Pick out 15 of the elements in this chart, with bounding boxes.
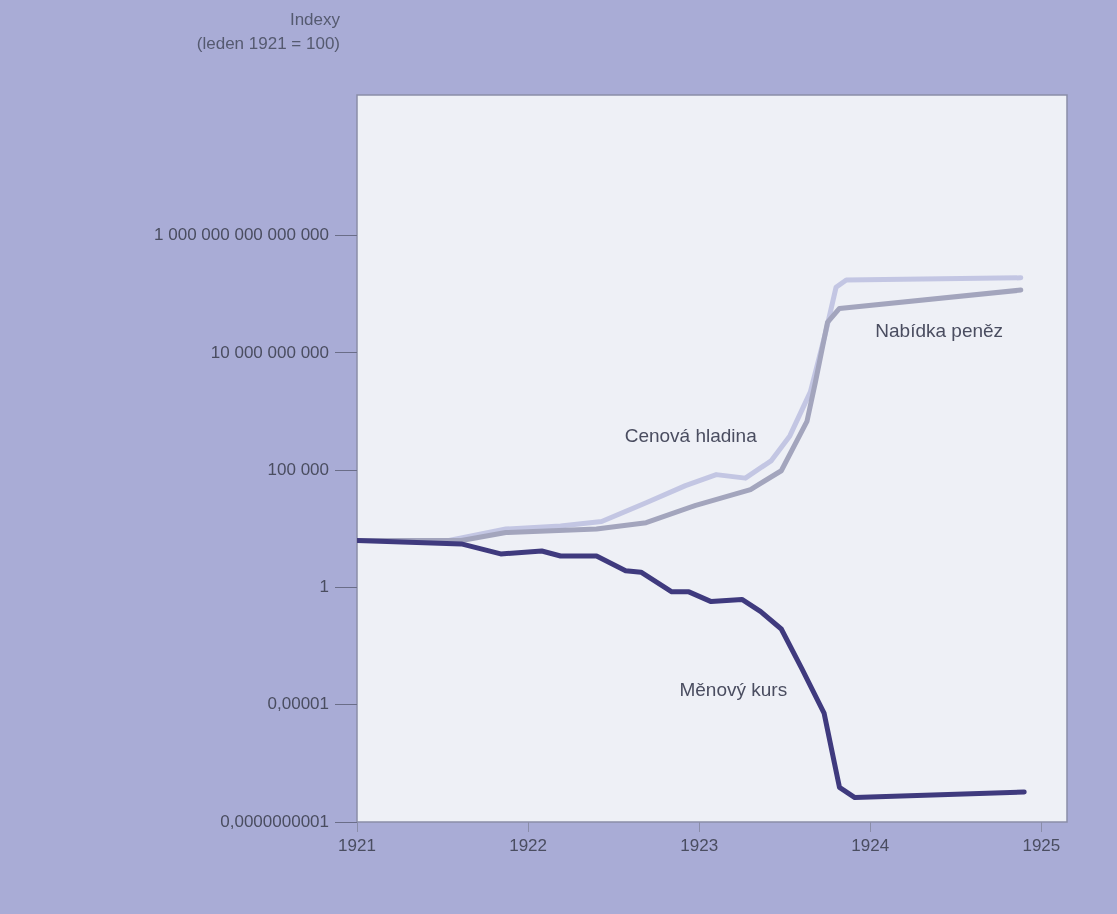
series-label: Nabídka peněz — [875, 319, 1004, 341]
x-tick-label: 1925 — [1022, 835, 1061, 855]
y-tick-label: 0,00001 — [267, 694, 329, 714]
x-tick-label: 1921 — [338, 835, 376, 855]
y-tick-label: 1 000 000 000 000 000 — [154, 225, 329, 245]
x-tick-label: 1924 — [851, 835, 890, 855]
series-label: Cenová hladina — [624, 424, 758, 446]
y-tick-label: 100 000 — [267, 459, 329, 479]
y-axis-title: Indexy (leden 1921 = 100) — [196, 9, 340, 55]
x-tick-label: 1923 — [680, 835, 719, 855]
y-tick-label: 0,0000000001 — [220, 811, 329, 831]
x-tick-label: 1922 — [509, 835, 547, 855]
y-tick-label: 10 000 000 000 — [210, 342, 329, 362]
series-label: Měnový kurs — [679, 679, 788, 701]
y-tick-label: 1 — [319, 577, 329, 597]
